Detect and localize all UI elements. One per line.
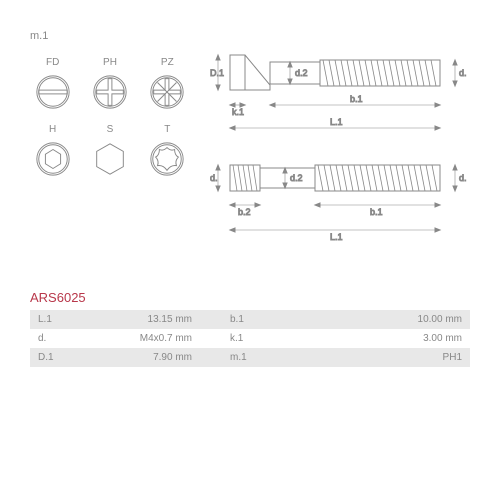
drive-ph: PH [87, 57, 132, 116]
drive-type-panel: m.1 FD PH PZ H S [30, 30, 190, 280]
spec-value: 3.00 mm [255, 329, 470, 348]
spec-label: L.1 [30, 310, 80, 329]
svg-text:k.1: k.1 [232, 107, 244, 117]
drive-label: FD [30, 57, 75, 68]
spec-label: b.1 [200, 310, 255, 329]
svg-text:L.1: L.1 [330, 117, 343, 127]
table-row: d. M4x0.7 mm k.1 3.00 mm [30, 329, 470, 348]
drive-type-grid: FD PH PZ H S [30, 57, 190, 183]
svg-text:d.2: d.2 [290, 173, 303, 183]
spec-value: 7.90 mm [80, 348, 200, 367]
pan-head-screw-diagram: d. d.2 d. b.2 b.1 L.1 [210, 165, 467, 242]
drive-pz: PZ [145, 57, 190, 116]
svg-text:b.2: b.2 [238, 207, 251, 217]
countersunk-screw-diagram: D.1 d.2 d. b.1 k.1 L.1 [210, 55, 467, 130]
drive-h: H [30, 124, 75, 183]
hex-icon [91, 140, 129, 178]
drive-label: H [30, 124, 75, 135]
hex-socket-icon [34, 140, 72, 178]
spec-value: PH1 [255, 348, 470, 367]
torx-icon [148, 140, 186, 178]
technical-drawings: D.1 d.2 d. b.1 k.1 L.1 [210, 30, 470, 280]
drive-label: S [87, 124, 132, 135]
svg-text:D.1: D.1 [210, 68, 224, 78]
drive-label: PH [87, 57, 132, 68]
drive-fd: FD [30, 57, 75, 116]
spec-label: m.1 [200, 348, 255, 367]
spec-label: d. [30, 329, 80, 348]
slot-icon [34, 73, 72, 111]
table-row: D.1 7.90 mm m.1 PH1 [30, 348, 470, 367]
spec-value: 13.15 mm [80, 310, 200, 329]
svg-text:L.1: L.1 [330, 232, 343, 242]
spec-value: 10.00 mm [255, 310, 470, 329]
spec-label: k.1 [200, 329, 255, 348]
svg-text:d.: d. [459, 173, 467, 183]
spec-label: D.1 [30, 348, 80, 367]
svg-text:d.2: d.2 [295, 68, 308, 78]
svg-text:d.: d. [210, 173, 218, 183]
pozidriv-icon [148, 73, 186, 111]
part-number: ARS6025 [0, 280, 500, 310]
spec-value: M4x0.7 mm [80, 329, 200, 348]
drive-label: T [145, 124, 190, 135]
drive-t: T [145, 124, 190, 183]
drive-s: S [87, 124, 132, 183]
section-label: m.1 [30, 30, 190, 42]
table-row: L.1 13.15 mm b.1 10.00 mm [30, 310, 470, 329]
spec-table: L.1 13.15 mm b.1 10.00 mm d. M4x0.7 mm k… [30, 310, 470, 367]
drive-label: PZ [145, 57, 190, 68]
svg-text:b.1: b.1 [350, 94, 363, 104]
svg-text:d.: d. [459, 68, 467, 78]
phillips-icon [91, 73, 129, 111]
svg-text:b.1: b.1 [370, 207, 383, 217]
